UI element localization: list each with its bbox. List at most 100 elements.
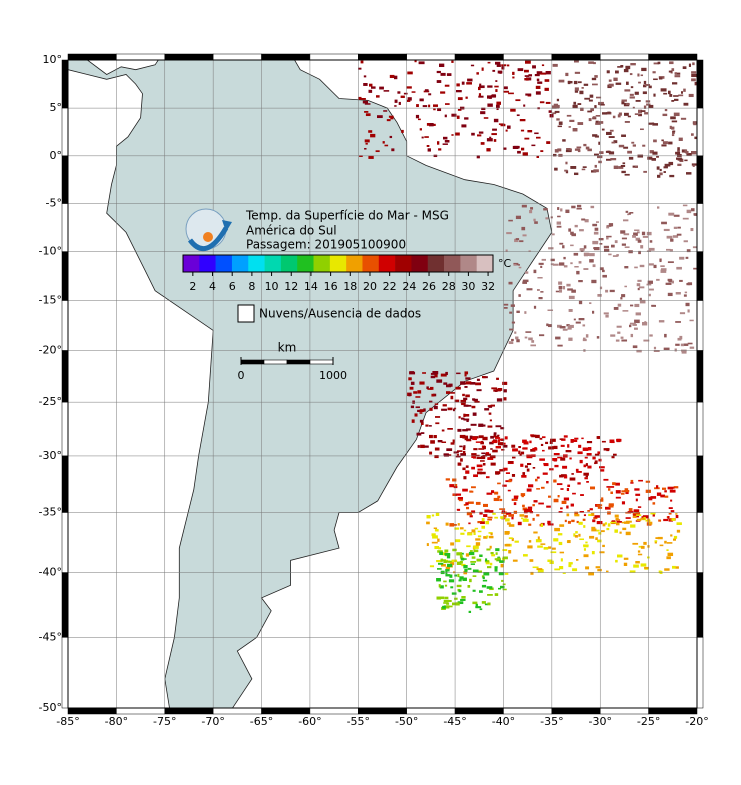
sst-pixel (517, 521, 522, 526)
sst-pixel (364, 103, 371, 105)
sst-pixel (654, 541, 657, 544)
sst-pixel (488, 412, 492, 415)
sst-pixel (608, 503, 614, 507)
sst-pixel (542, 436, 546, 439)
sst-pixel (546, 481, 549, 484)
lat-tick-label: -35° (39, 505, 62, 518)
sst-pixel (455, 132, 460, 136)
lon-tick-label: -45° (443, 715, 466, 728)
sst-pixel (491, 554, 496, 557)
sst-pixel (501, 448, 505, 451)
sst-pixel (508, 461, 513, 464)
sst-pixel (419, 381, 425, 385)
sst-pixel (641, 67, 647, 72)
sst-pixel (574, 514, 580, 517)
sst-pixel (664, 163, 671, 167)
sst-pixel (599, 466, 605, 469)
sst-pixel (478, 448, 485, 450)
sst-pixel (463, 529, 467, 532)
sst-pixel (601, 530, 605, 533)
sst-pixel (528, 337, 533, 341)
sst-pixel (533, 218, 536, 222)
sst-pixel (471, 510, 476, 514)
sst-pixel (451, 559, 458, 563)
lon-tick-label: -80° (105, 715, 128, 728)
sst-pixel (459, 576, 464, 580)
sst-pixel (448, 560, 452, 563)
sst-pixel (602, 544, 605, 548)
colorbar-bin (199, 255, 216, 272)
sst-pixel (591, 279, 597, 284)
sst-pixel (598, 141, 601, 145)
frame-segment (406, 53, 456, 61)
sst-pixel (693, 267, 697, 270)
sst-pixel (623, 233, 630, 236)
sst-pixel (584, 477, 588, 480)
sst-pixel (531, 434, 537, 438)
sst-pixel (615, 559, 618, 563)
sst-pixel (489, 455, 496, 459)
sst-pixel (635, 514, 642, 516)
sst-pixel (496, 108, 499, 111)
sst-pixel (596, 521, 603, 525)
sst-pixel (613, 307, 619, 310)
sst-pixel (408, 377, 412, 381)
sst-pixel (621, 243, 627, 246)
sst-pixel (501, 579, 504, 582)
sst-pixel (462, 446, 466, 450)
sst-pixel (480, 460, 485, 462)
sst-pixel (646, 283, 652, 286)
sst-pixel (540, 72, 547, 75)
sst-pixel (505, 129, 508, 132)
sst-pixel (458, 579, 462, 582)
sst-pixel (653, 350, 660, 352)
sst-pixel (523, 554, 528, 557)
sst-pixel (567, 520, 571, 524)
sst-pixel (532, 467, 536, 469)
sst-pixel (596, 96, 602, 99)
sst-pixel (479, 511, 483, 515)
sst-pixel (442, 605, 446, 609)
legend-label: Nuvens/Ausencia de dados (259, 307, 421, 321)
sst-pixel (573, 101, 577, 105)
sst-pixel (603, 245, 609, 249)
sst-pixel (666, 248, 671, 251)
sst-pixel (589, 253, 595, 257)
sst-pixel (495, 80, 498, 82)
sst-pixel (559, 242, 564, 245)
sst-pixel (624, 266, 629, 269)
colorbar-bin (183, 255, 200, 272)
sst-pixel (686, 153, 692, 156)
frame-segment (61, 637, 69, 709)
sst-pixel (567, 288, 573, 291)
sst-pixel (470, 563, 476, 565)
sst-pixel (634, 488, 640, 491)
sst-pixel (580, 107, 584, 112)
sst-pixel (549, 468, 554, 471)
sst-pixel (637, 553, 643, 556)
sst-pixel (585, 566, 590, 570)
sst-pixel (536, 568, 543, 571)
sst-pixel (557, 533, 563, 536)
sst-pixel (364, 148, 367, 150)
sst-pixel (596, 221, 599, 223)
sst-pixel (583, 525, 586, 528)
sst-pixel (440, 373, 447, 377)
sst-pixel (421, 136, 424, 139)
sst-pixel (679, 335, 683, 340)
sst-pixel (677, 149, 680, 154)
sst-pixel (673, 535, 678, 539)
sst-pixel (530, 344, 537, 347)
sst-pixel (540, 523, 544, 527)
sst-pixel (525, 271, 529, 274)
sst-pixel (522, 234, 527, 237)
sst-pixel (477, 468, 483, 471)
sst-pixel (487, 457, 494, 460)
sst-pixel (493, 118, 499, 123)
sst-pixel (663, 92, 668, 95)
sst-pixel (566, 505, 569, 509)
subtitle-line: América do Sul (246, 224, 337, 238)
sst-pixel (635, 520, 641, 522)
sst-pixel (535, 434, 540, 439)
sst-pixel (611, 141, 616, 144)
